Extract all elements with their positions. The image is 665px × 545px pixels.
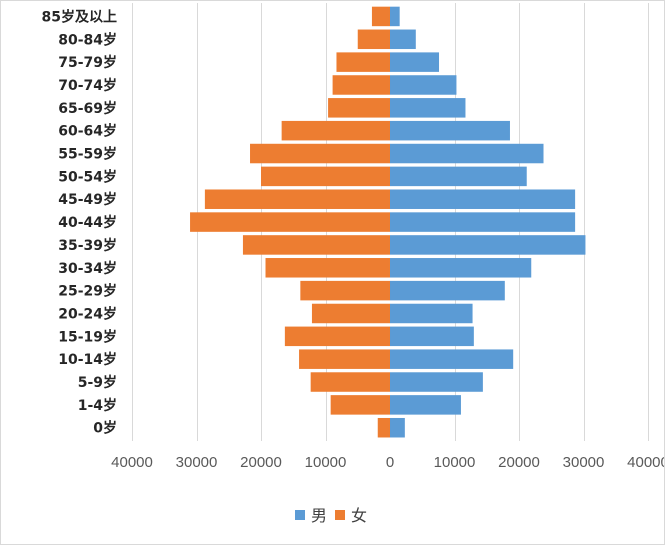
category-labels: 85岁及以上 80-84岁 75-79岁 70-74岁 65-69岁 60-64岁 55-5… — [42, 8, 117, 436]
category-label-4: 65-69岁 — [58, 100, 117, 117]
bar-male-5 — [390, 120, 510, 141]
x-tick-label-6: 20000 — [498, 454, 540, 471]
bar-female-6 — [250, 143, 390, 164]
category-label-5: 60-64岁 — [58, 123, 117, 140]
bar-female-14 — [284, 326, 391, 347]
category-label-12: 25-29岁 — [58, 283, 117, 300]
bar-female-4 — [328, 98, 390, 118]
category-label-18: 0岁 — [93, 420, 117, 437]
bar-male-1 — [390, 29, 416, 50]
bar-male-0 — [390, 6, 400, 27]
x-tick-label-5: 10000 — [434, 454, 476, 471]
bar-female-17 — [330, 395, 390, 415]
category-label-13: 20-24岁 — [58, 305, 117, 322]
bars — [190, 6, 586, 438]
bar-male-3 — [390, 75, 457, 95]
x-tick-label-4: 0 — [386, 454, 394, 471]
category-label-9: 40-44岁 — [58, 214, 117, 231]
bar-male-9 — [390, 212, 576, 232]
bar-male-18 — [390, 417, 405, 438]
legend: 男女 — [295, 506, 367, 525]
x-tick-label-2: 20000 — [240, 454, 282, 471]
bar-male-13 — [390, 303, 473, 324]
bar-male-16 — [390, 372, 483, 392]
bar-female-12 — [300, 280, 391, 301]
bar-male-11 — [390, 258, 532, 278]
bar-male-8 — [390, 189, 576, 209]
x-tick-label-7: 30000 — [563, 454, 605, 471]
x-tick-label-8: 40000 — [627, 454, 664, 471]
bar-female-8 — [204, 189, 390, 209]
x-tick-label-0: 40000 — [111, 454, 153, 471]
category-label-8: 45-49岁 — [58, 191, 117, 208]
category-label-15: 10-14岁 — [58, 351, 117, 368]
category-label-7: 50-54岁 — [58, 168, 117, 185]
category-label-2: 75-79岁 — [58, 54, 117, 71]
bar-female-11 — [265, 258, 390, 278]
legend-label-0: 男 — [311, 506, 327, 525]
category-label-3: 70-74岁 — [58, 77, 117, 94]
bar-female-1 — [357, 29, 390, 50]
bar-female-9 — [190, 212, 390, 232]
category-label-6: 55-59岁 — [58, 146, 117, 163]
bar-female-16 — [310, 372, 390, 392]
bar-male-17 — [390, 395, 461, 415]
bar-female-13 — [311, 303, 390, 324]
bar-female-5 — [281, 120, 390, 141]
category-label-11: 30-34岁 — [58, 260, 117, 277]
legend-swatch-1 — [335, 510, 345, 520]
category-label-0: 85岁及以上 — [42, 8, 117, 25]
category-label-10: 35-39岁 — [58, 237, 117, 254]
bar-female-10 — [242, 235, 390, 255]
bar-male-2 — [390, 52, 440, 72]
category-label-16: 5-9岁 — [78, 374, 117, 391]
bar-female-3 — [332, 75, 391, 95]
bar-female-2 — [336, 52, 390, 72]
x-axis-tick-labels: 40000 30000 20000 10000 0 10000 20000 30000 4000… — [111, 454, 664, 471]
category-label-14: 15-19岁 — [58, 328, 117, 345]
category-label-17: 1-4岁 — [78, 397, 117, 414]
bar-male-15 — [390, 349, 514, 369]
bar-male-10 — [390, 235, 586, 255]
bar-female-7 — [261, 166, 390, 187]
legend-swatch-0 — [295, 510, 305, 520]
x-tick-label-3: 10000 — [305, 454, 347, 471]
bar-female-18 — [377, 417, 391, 438]
bar-male-14 — [390, 326, 474, 347]
category-label-1: 80-84岁 — [58, 31, 117, 48]
bar-male-7 — [390, 166, 527, 187]
legend-label-1: 女 — [351, 506, 367, 525]
x-tick-label-1: 30000 — [176, 454, 218, 471]
bar-male-12 — [390, 280, 505, 301]
bar-male-6 — [390, 143, 544, 164]
bar-male-4 — [390, 98, 466, 118]
bar-female-15 — [299, 349, 390, 369]
bar-female-0 — [371, 6, 390, 27]
